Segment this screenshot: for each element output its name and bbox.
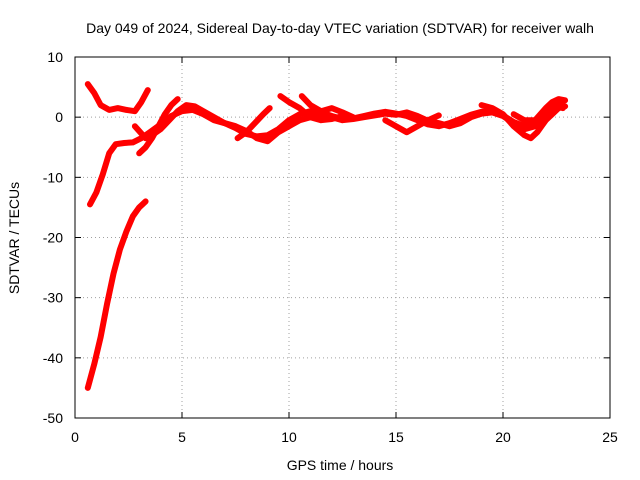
x-tick-label: 0 [71, 429, 79, 445]
y-tick-label: -50 [43, 410, 63, 426]
series-track-7 [277, 93, 346, 124]
series-track-5 [136, 96, 181, 157]
x-tick-label: 15 [388, 429, 404, 445]
chart-title: Day 049 of 2024, Sidereal Day-to-day VTE… [86, 20, 594, 36]
tick-layer: 0 5 10 15 20 25 -50 -40 -30 -20 -10 0 10 [43, 49, 618, 445]
x-axis-label: GPS time / hours [287, 457, 394, 473]
series-track-9 [382, 112, 442, 136]
x-tick-label: 25 [602, 429, 618, 445]
series-track-10 [478, 102, 569, 142]
y-tick-label: 10 [47, 49, 63, 65]
series-track-8 [298, 93, 357, 121]
y-tick-label: -20 [43, 230, 63, 246]
y-tick-label: 0 [55, 109, 63, 125]
series-track-6 [234, 105, 273, 142]
y-tick-label: -40 [43, 350, 63, 366]
x-tick-label: 20 [495, 429, 511, 445]
series-layer [84, 81, 569, 391]
series-track-3 [84, 81, 151, 115]
y-tick-label: -30 [43, 290, 63, 306]
series-track-1 [84, 198, 149, 391]
x-tick-label: 10 [281, 429, 297, 445]
x-tick-label: 5 [178, 429, 186, 445]
y-tick-label: -10 [43, 169, 63, 185]
y-axis-label: SDTVAR / TECUs [6, 182, 22, 294]
series-track-11 [510, 96, 569, 124]
